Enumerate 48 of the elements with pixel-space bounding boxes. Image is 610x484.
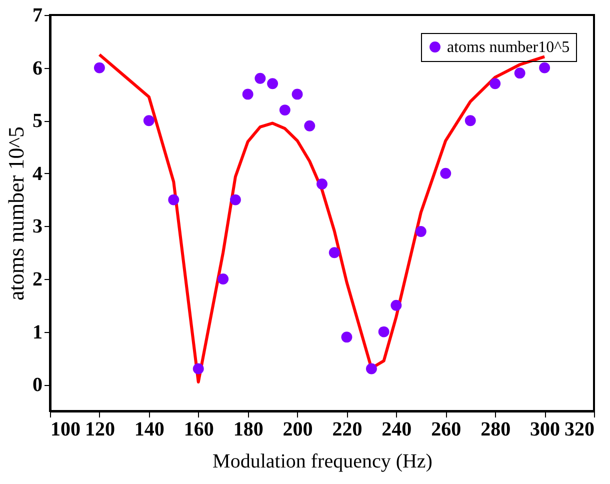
x-tick-label: 140 xyxy=(134,418,164,440)
x-tick-label: 240 xyxy=(382,418,412,440)
point xyxy=(490,78,501,90)
point xyxy=(539,62,550,74)
point xyxy=(94,62,105,74)
y-tick-label: 2 xyxy=(32,268,42,290)
point xyxy=(254,72,266,84)
point xyxy=(316,178,328,190)
x-axis-title: Modulation frequency (Hz) xyxy=(212,450,432,472)
point xyxy=(230,194,241,206)
x-tick-label: 160 xyxy=(184,418,214,440)
point xyxy=(292,88,303,100)
y-tick-label: 3 xyxy=(32,216,42,238)
y-tick-label: 1 xyxy=(32,321,42,344)
point xyxy=(168,194,180,206)
point xyxy=(440,168,452,179)
y-tick-label: 4 xyxy=(32,162,42,185)
x-tick-label: 200 xyxy=(282,418,313,440)
point xyxy=(341,332,352,343)
point xyxy=(304,120,316,132)
y-axis-title: atoms number 10^5 xyxy=(4,126,28,301)
point xyxy=(218,274,229,284)
point xyxy=(279,104,290,116)
x-tick-label: 280 xyxy=(480,418,511,440)
y-tick-label: 7 xyxy=(32,4,42,26)
point xyxy=(514,68,526,79)
x-tick-label: 320 xyxy=(564,418,594,440)
point xyxy=(464,115,476,126)
point xyxy=(378,326,390,338)
point xyxy=(192,363,204,374)
point xyxy=(415,226,426,237)
y-tick-label: 5 xyxy=(32,110,42,132)
x-tick-label: 180 xyxy=(233,418,264,440)
x-tick-label: 300 xyxy=(530,418,560,440)
x-tick-label: 100 xyxy=(50,418,80,440)
y-tick-label: 6 xyxy=(32,57,42,80)
point xyxy=(366,363,377,374)
point xyxy=(242,88,254,100)
point xyxy=(328,247,340,258)
point xyxy=(267,78,278,90)
legend-label: atoms number10^5 xyxy=(447,39,570,56)
line-series xyxy=(98,53,546,384)
x-tick-label: 120 xyxy=(84,418,115,440)
x-tick-label: 260 xyxy=(431,418,462,440)
x-tick-label: 220 xyxy=(332,418,362,440)
point xyxy=(390,300,402,311)
point xyxy=(143,115,154,126)
y-tick-label: 0 xyxy=(32,374,42,396)
